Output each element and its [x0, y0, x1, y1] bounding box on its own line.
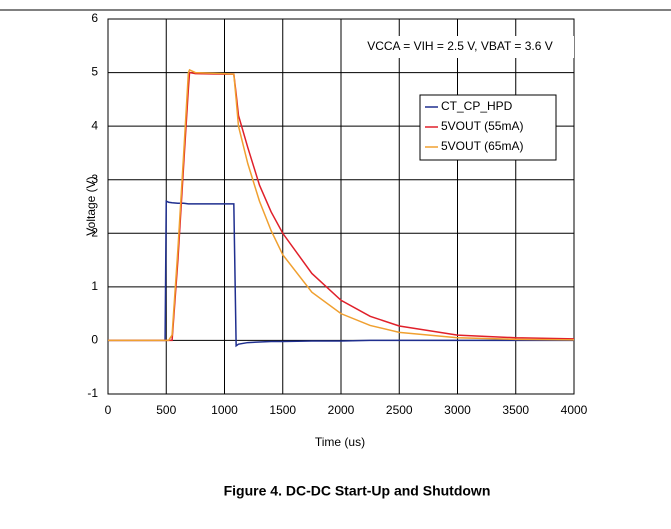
- series-line: [108, 68, 575, 342]
- y-tick-label: 1: [91, 279, 98, 293]
- y-axis-label: Voltage (V): [84, 176, 98, 235]
- x-tick-label: 2500: [386, 403, 413, 417]
- series-line: [108, 199, 574, 348]
- y-tick-label: -1: [87, 386, 98, 400]
- legend-label: 5VOUT (65mA): [441, 139, 523, 153]
- annotation: VCCA = VIH = 2.5 V, VBAT = 3.6 V: [367, 39, 553, 53]
- y-tick-label: 0: [91, 333, 98, 347]
- x-tick-label: 1000: [211, 403, 238, 417]
- annotation-box: [348, 36, 574, 58]
- y-tick-label: 3: [91, 172, 98, 186]
- y-tick-label: 4: [91, 118, 98, 132]
- legend-label: 5VOUT (55mA): [441, 119, 523, 133]
- x-axis-label: Time (us): [315, 435, 365, 449]
- x-tick-label: 1500: [269, 403, 296, 417]
- caption: Figure 4. DC-DC Start-Up and Shutdown: [224, 483, 491, 499]
- x-tick-label: 0: [105, 403, 112, 417]
- x-tick-label: 2000: [328, 403, 355, 417]
- x-tick-label: 500: [156, 403, 176, 417]
- legend-box: [419, 94, 557, 161]
- y-tick-label: 5: [91, 65, 98, 79]
- x-tick-label: 3000: [444, 403, 471, 417]
- legend-label: CT_CP_HPD: [441, 99, 513, 113]
- x-tick-label: 3500: [502, 403, 529, 417]
- y-tick-label: 2: [91, 225, 98, 239]
- x-tick-label: 4000: [561, 403, 588, 417]
- y-tick-label: 6: [91, 11, 98, 25]
